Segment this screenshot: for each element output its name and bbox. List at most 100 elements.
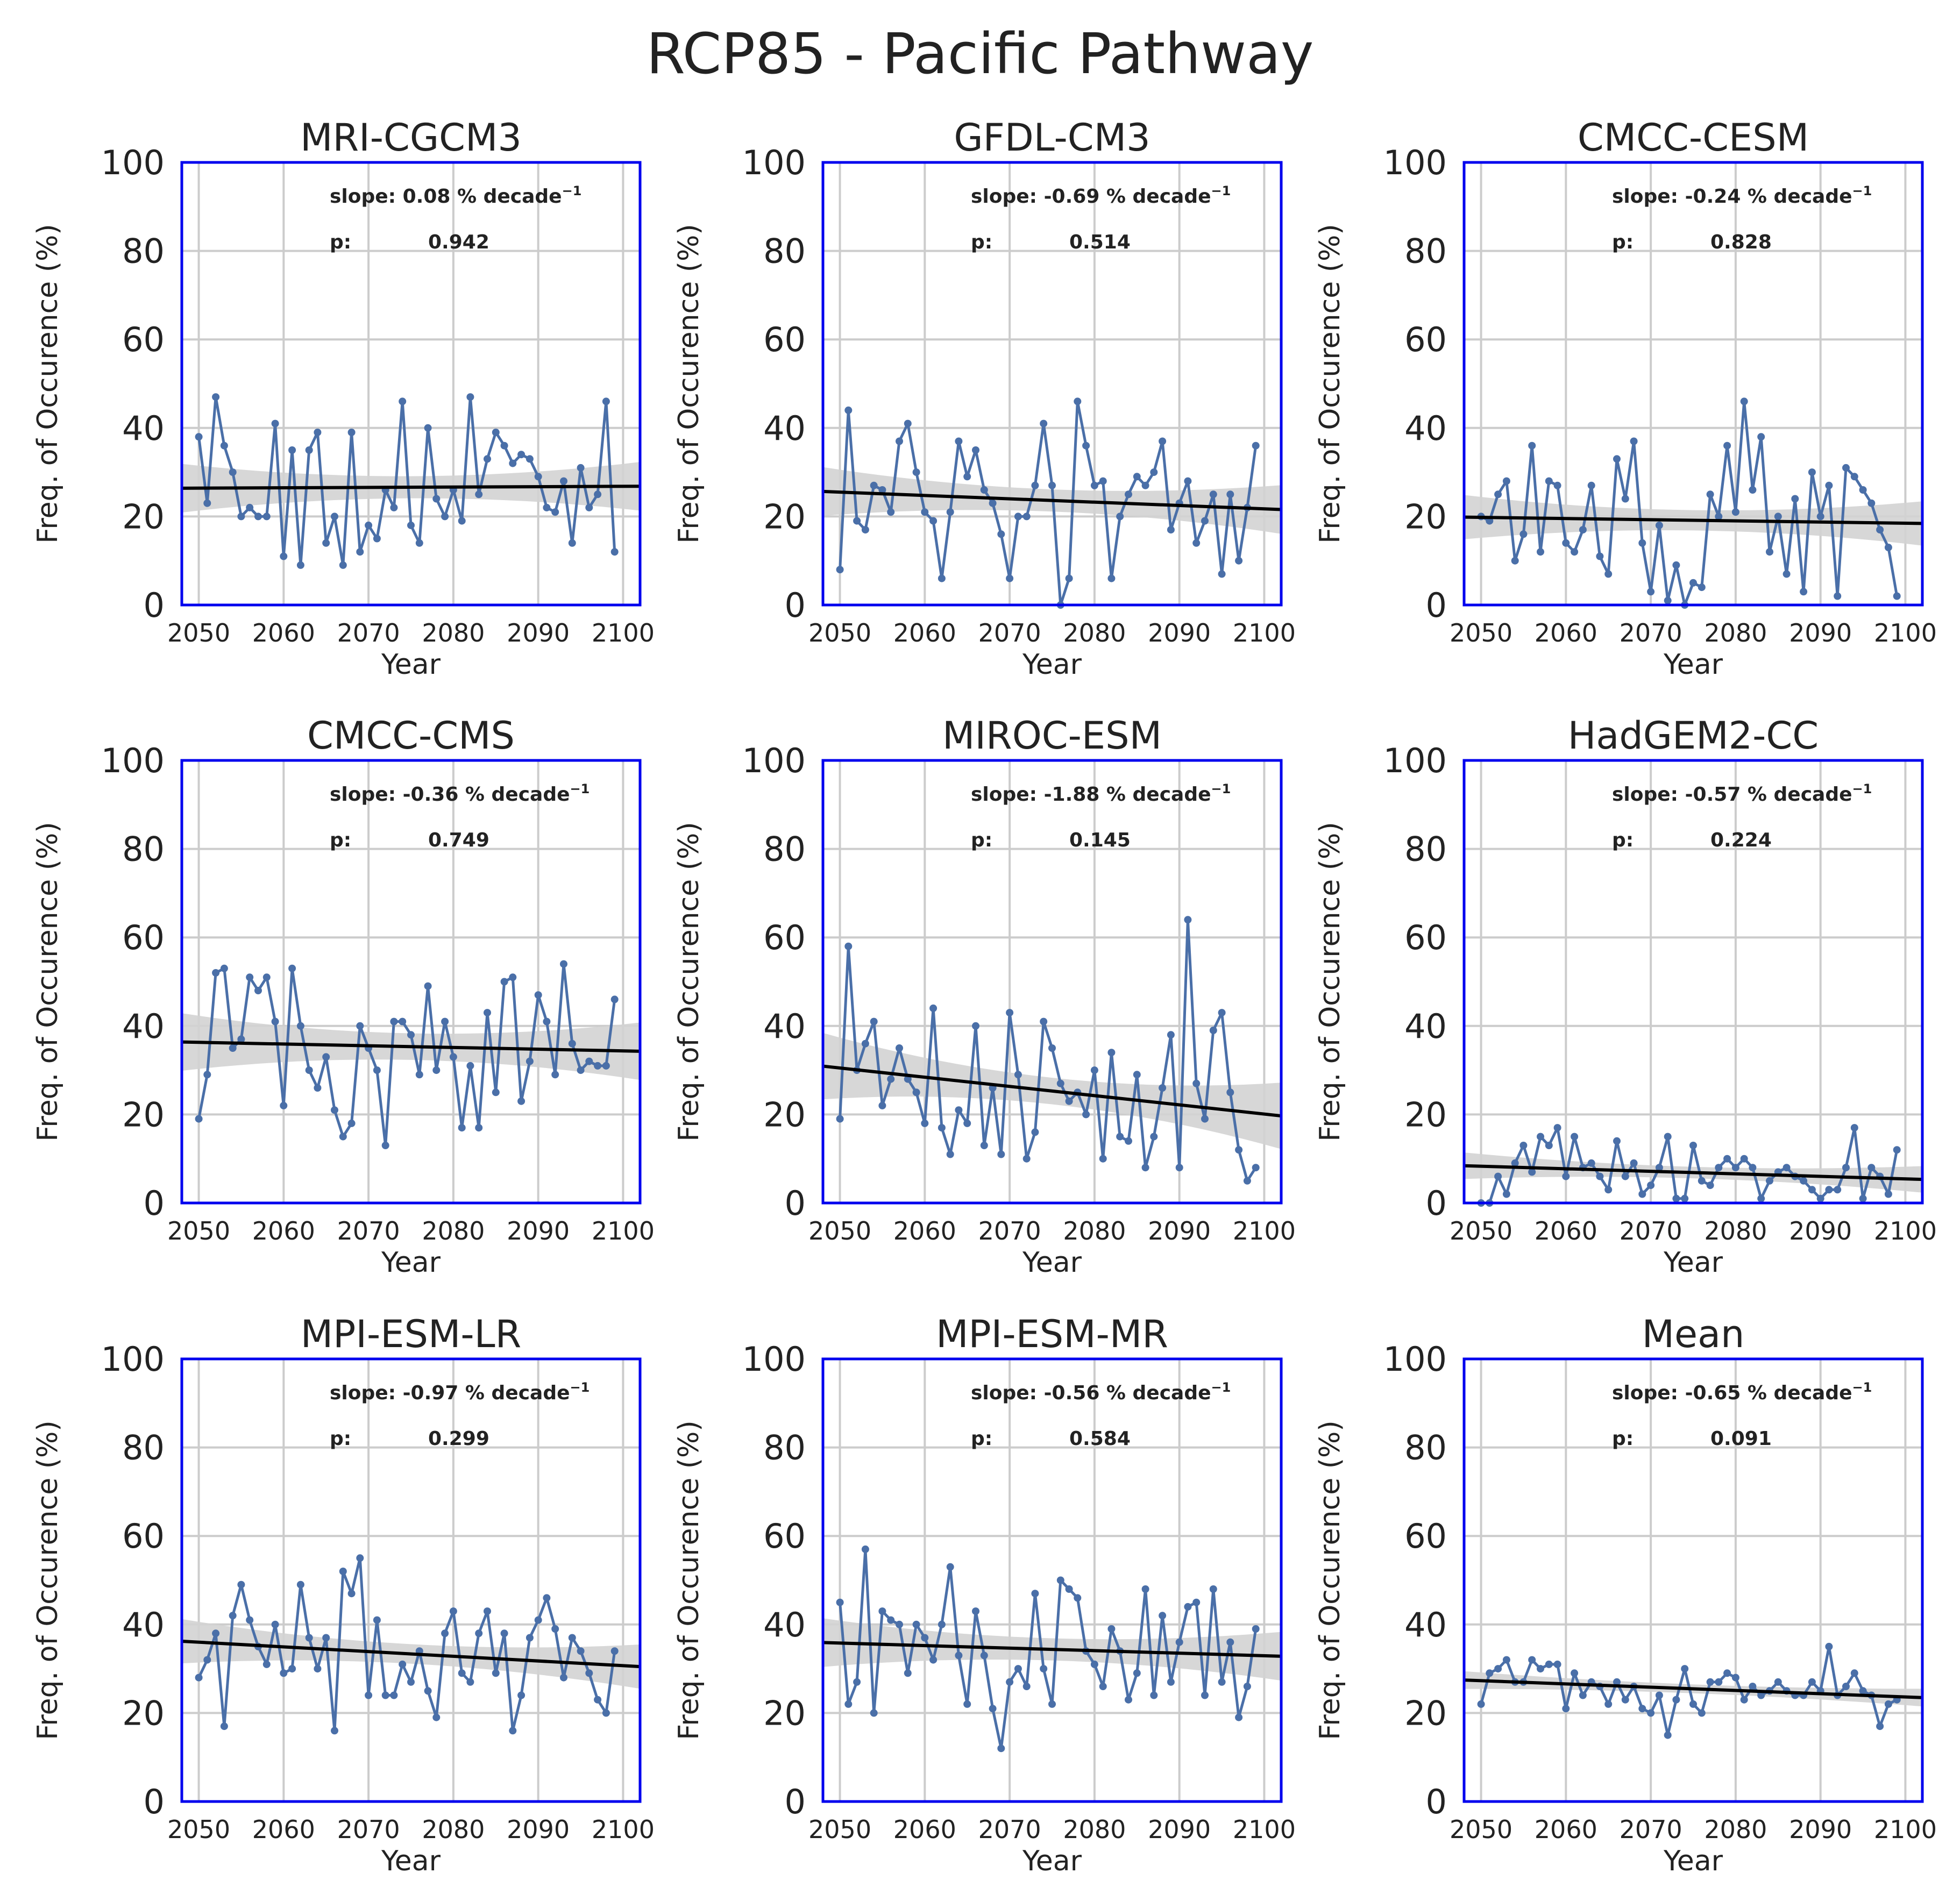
data-point [1082, 442, 1090, 450]
data-point [1090, 1660, 1098, 1668]
data-point [1825, 481, 1833, 489]
data-point [1647, 1181, 1655, 1190]
y-tick-label: 100 [1383, 1340, 1447, 1379]
slope-text: slope: -0.36 % decade [330, 784, 570, 806]
data-point [1884, 544, 1892, 551]
data-point [432, 1066, 441, 1074]
y-tick-label: 60 [1404, 320, 1447, 359]
data-point [1252, 1625, 1260, 1633]
chart-panel-2: GFDL-CM3 0 20 40 60 80 100 2050 2060 2070 2080 2090… [673, 116, 1296, 681]
data-point [399, 397, 407, 405]
data-point [484, 1009, 491, 1017]
data-point [212, 393, 220, 401]
data-point [500, 978, 508, 986]
data-point [955, 1106, 963, 1114]
x-tick-label: 2050 [167, 618, 230, 647]
data-point [1519, 1142, 1528, 1149]
x-axis-label: Year [381, 1247, 441, 1279]
data-point [237, 1035, 245, 1043]
data-point [1235, 1713, 1243, 1721]
data-point [339, 1133, 347, 1141]
x-tick-label: 2100 [1874, 1216, 1937, 1245]
y-tick-label: 60 [122, 1516, 165, 1556]
data-point [1107, 1625, 1116, 1633]
y-tick-label: 40 [122, 409, 165, 448]
data-point [836, 1598, 844, 1606]
data-point [861, 1545, 869, 1553]
data-point [1876, 526, 1884, 534]
data-point [1159, 1612, 1167, 1620]
data-point [1192, 1598, 1201, 1606]
data-point [1604, 1700, 1613, 1708]
y-tick-label: 20 [763, 1693, 806, 1733]
data-point [1125, 490, 1132, 499]
data-point [1655, 1164, 1663, 1172]
trend-line [822, 1641, 1282, 1658]
y-tick-label: 100 [742, 143, 806, 182]
data-point [878, 486, 886, 494]
data-point [1014, 1665, 1022, 1673]
x-tick-label: 2060 [893, 618, 956, 647]
y-tick-label: 20 [122, 497, 165, 536]
p-label: p: [330, 1428, 351, 1450]
data-point [237, 512, 245, 521]
x-tick-label: 2060 [252, 1815, 315, 1844]
data-point [1842, 1683, 1850, 1690]
p-label: p: [330, 829, 351, 851]
data-point [1731, 1164, 1739, 1172]
y-tick-label: 20 [1404, 497, 1447, 536]
data-point [407, 521, 415, 529]
data-point [1613, 455, 1621, 463]
data-point [1056, 1079, 1064, 1087]
p-value: 0.942 [428, 231, 489, 253]
data-point [356, 1554, 364, 1562]
data-point [938, 1124, 946, 1132]
plot-frame [180, 759, 642, 1205]
series-line [839, 400, 1258, 607]
data-point [1681, 1665, 1689, 1673]
data-point [1511, 1159, 1519, 1167]
plot-frame [821, 759, 1283, 1205]
data-point [1706, 490, 1714, 499]
data-point [1621, 1172, 1629, 1180]
data-point [1672, 1696, 1680, 1704]
x-tick-label: 2060 [1535, 618, 1597, 647]
data-point [356, 1022, 364, 1030]
data-point [246, 1616, 254, 1624]
data-point [1065, 1585, 1073, 1593]
data-point [1834, 1186, 1842, 1194]
data-point [347, 1590, 356, 1598]
series-line [839, 1548, 1258, 1750]
data-point [560, 960, 567, 968]
data-point [407, 1678, 415, 1686]
data-point [466, 1062, 474, 1070]
data-point [568, 1634, 576, 1642]
x-tick-label: 2060 [893, 1216, 956, 1245]
data-point [955, 437, 963, 445]
y-tick-label: 60 [1404, 918, 1447, 957]
data-point [262, 973, 271, 981]
data-point [610, 995, 619, 1003]
data-point [1201, 517, 1209, 525]
data-point [1022, 1683, 1031, 1690]
data-point [1056, 1576, 1064, 1584]
x-tick-label: 2050 [1450, 618, 1512, 647]
x-tick-label: 2100 [592, 1815, 655, 1844]
data-point [1065, 1097, 1073, 1105]
p-label: p: [330, 231, 351, 253]
data-point [288, 446, 296, 454]
data-point [373, 1066, 381, 1074]
data-point [432, 495, 441, 503]
slope-unit-superscript: −1 [562, 183, 582, 198]
data-point [610, 548, 619, 556]
data-point [399, 1660, 407, 1668]
data-point [441, 512, 449, 521]
data-point [1226, 1088, 1234, 1097]
data-point [1209, 1027, 1217, 1034]
data-point [220, 964, 228, 972]
data-point [1209, 1585, 1217, 1593]
data-point [534, 473, 542, 481]
data-point [1502, 1656, 1510, 1664]
data-point [365, 521, 373, 529]
x-tick-label: 2070 [978, 1216, 1041, 1245]
